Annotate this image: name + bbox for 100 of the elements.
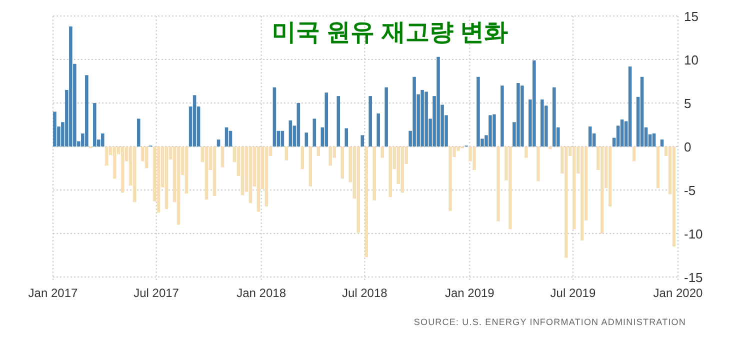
bar — [652, 133, 656, 146]
bar — [372, 146, 376, 200]
bar — [224, 127, 228, 146]
bar — [93, 103, 96, 146]
x-tick-label: Jul 2017 — [134, 286, 180, 300]
source-note: SOURCE: U.S. ENERGY INFORMATION ADMINISTRATION — [414, 317, 686, 327]
bar — [308, 146, 312, 187]
bar — [105, 146, 108, 166]
bar — [184, 146, 188, 194]
bar — [264, 146, 268, 207]
bar — [204, 146, 208, 200]
bar — [572, 146, 576, 230]
bar — [588, 126, 592, 146]
bar — [120, 146, 124, 193]
x-tick-label: Jul 2018 — [342, 286, 388, 300]
bar — [420, 90, 424, 146]
bar — [436, 56, 440, 146]
bar — [608, 146, 612, 207]
bar — [53, 112, 56, 146]
bar — [296, 103, 300, 146]
bar — [336, 96, 340, 146]
bar — [144, 146, 148, 168]
bar — [216, 140, 220, 146]
chart-title: 미국 원유 재고량 변화 — [272, 19, 508, 46]
bar — [496, 146, 500, 222]
bar — [488, 115, 492, 146]
bar — [476, 76, 480, 146]
bar — [356, 146, 360, 233]
bar — [368, 96, 372, 146]
bar — [620, 120, 624, 146]
bar — [304, 132, 308, 146]
bar — [628, 66, 632, 146]
bar — [300, 146, 304, 170]
x-tick-label: Jan 2020 — [653, 286, 704, 300]
bar — [376, 113, 380, 146]
bar — [384, 87, 388, 146]
bar — [156, 146, 160, 213]
bar — [600, 146, 604, 234]
x-tick-label: Jan 2019 — [444, 286, 495, 300]
bar — [256, 146, 260, 212]
bar — [448, 146, 452, 211]
bar — [552, 87, 556, 146]
x-tick-label: Jan 2018 — [236, 286, 286, 300]
bar — [212, 146, 216, 196]
bar — [280, 130, 284, 146]
bar — [324, 92, 328, 146]
bar — [548, 146, 552, 150]
y-tick-label: 5 — [684, 96, 692, 111]
bar — [412, 76, 416, 146]
bar — [472, 146, 476, 170]
bar — [288, 120, 292, 146]
bar — [220, 146, 224, 168]
bar — [176, 146, 180, 225]
bar — [520, 86, 524, 146]
y-tick-label: 10 — [684, 52, 698, 68]
y-tick-label: -5 — [684, 183, 696, 198]
bar — [672, 146, 676, 247]
bar — [85, 75, 88, 146]
bar — [500, 86, 504, 146]
bar — [424, 92, 428, 146]
x-tick-label: Jul 2019 — [550, 286, 596, 300]
bar — [640, 76, 644, 146]
y-tick-label: 0 — [684, 140, 692, 154]
bar — [136, 118, 140, 146]
bar — [388, 146, 392, 197]
bar — [380, 146, 384, 158]
bar — [113, 146, 116, 179]
bar — [192, 95, 196, 146]
bar — [580, 146, 584, 240]
bar — [316, 146, 320, 156]
bar — [272, 87, 276, 146]
bar — [536, 146, 540, 182]
bar — [132, 146, 136, 202]
bar — [532, 60, 536, 146]
bar — [248, 146, 252, 204]
bar — [328, 146, 332, 166]
bar — [516, 82, 520, 146]
bar — [284, 146, 288, 160]
bar — [564, 146, 568, 258]
bar — [340, 146, 344, 179]
bar — [164, 146, 168, 210]
bar — [632, 146, 636, 162]
bar — [364, 146, 368, 257]
bar — [240, 146, 244, 196]
y-tick-label: -10 — [684, 226, 703, 242]
bar — [656, 146, 660, 188]
y-tick-label: 15 — [684, 9, 698, 24]
bar — [344, 128, 348, 146]
bar — [508, 146, 512, 230]
bar — [540, 100, 544, 146]
bar — [492, 114, 496, 146]
bar — [524, 146, 528, 158]
bar — [400, 146, 404, 193]
bar — [101, 133, 104, 146]
bar — [69, 26, 72, 146]
bar — [228, 130, 232, 146]
y-tick-label: -15 — [684, 270, 703, 285]
x-tick-label: Jan 2017 — [28, 286, 78, 300]
bar — [312, 118, 316, 146]
bar — [360, 135, 364, 146]
